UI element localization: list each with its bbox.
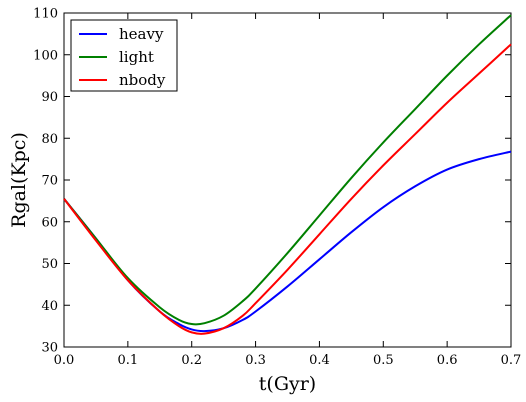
ticks-layer: 0.0 0.1 0.2 0.3 0.4 0.5 0.6 0.7 30 40 50 60 70 80 90 10… xyxy=(33,7,521,369)
x-tick-label: 0.5 xyxy=(373,353,394,368)
x-tick-label: 0.1 xyxy=(118,353,139,368)
series-line-heavy xyxy=(63,150,512,333)
y-tick-label: 60 xyxy=(41,215,58,230)
x-axis-label: t(Gyr) xyxy=(259,373,316,395)
x-tick-label: 0.0 xyxy=(54,353,75,368)
y-tick-label: 40 xyxy=(41,299,58,314)
series-line-nbody xyxy=(63,43,512,335)
y-tick-label: 50 xyxy=(41,257,58,272)
series-layer xyxy=(63,14,512,335)
legend-label-light: light xyxy=(119,48,154,66)
y-tick-label: 110 xyxy=(33,7,58,22)
legend-label-nbody: nbody xyxy=(119,71,166,89)
x-tick-label: 0.2 xyxy=(181,353,202,368)
x-tick-label: 0.3 xyxy=(245,353,266,368)
legend-label-heavy: heavy xyxy=(119,25,164,43)
series-line-light xyxy=(63,14,512,326)
y-tick-label: 30 xyxy=(41,341,58,356)
y-tick-label: 100 xyxy=(33,48,58,63)
x-tick-label: 0.4 xyxy=(309,353,330,368)
x-tick-label: 0.6 xyxy=(437,353,458,368)
y-tick-label: 80 xyxy=(41,132,58,147)
x-tick-label: 0.7 xyxy=(501,353,522,368)
y-tick-label: 90 xyxy=(41,90,58,105)
y-tick-label: 70 xyxy=(41,174,58,189)
legend-box xyxy=(70,19,178,92)
legend: heavy light nbody xyxy=(70,19,178,92)
y-axis-label: Rgal(Kpc) xyxy=(8,132,30,228)
